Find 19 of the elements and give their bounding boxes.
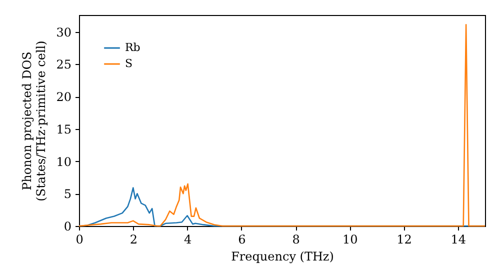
y-tick-label: 15: [56, 122, 72, 136]
y-tick-label: 25: [56, 58, 72, 72]
x-tick-label: 4: [184, 232, 192, 246]
x-tick-label: 8: [292, 232, 300, 246]
x-axis-title: Frequency (THz): [231, 250, 334, 264]
y-tick-label: 5: [64, 187, 72, 202]
x-tick-label: 6: [238, 232, 246, 246]
x-tick-label: 2: [130, 232, 138, 246]
y-tick-label: 20: [56, 90, 72, 104]
x-tick-label: 10: [342, 232, 358, 246]
x-tick-label: 12: [396, 232, 412, 246]
y-axis-title: Phonon projected DOS (States/THz·primitive cell): [20, 40, 48, 202]
legend-label: Rb: [125, 41, 140, 54]
y-tick-label: 10: [56, 154, 72, 169]
x-tick-label: 14: [450, 232, 466, 246]
y-tick-label: 0: [64, 220, 72, 234]
y-tick-label: 30: [56, 25, 72, 40]
legend-label: S: [125, 57, 133, 70]
x-tick-label: 0: [76, 232, 84, 246]
